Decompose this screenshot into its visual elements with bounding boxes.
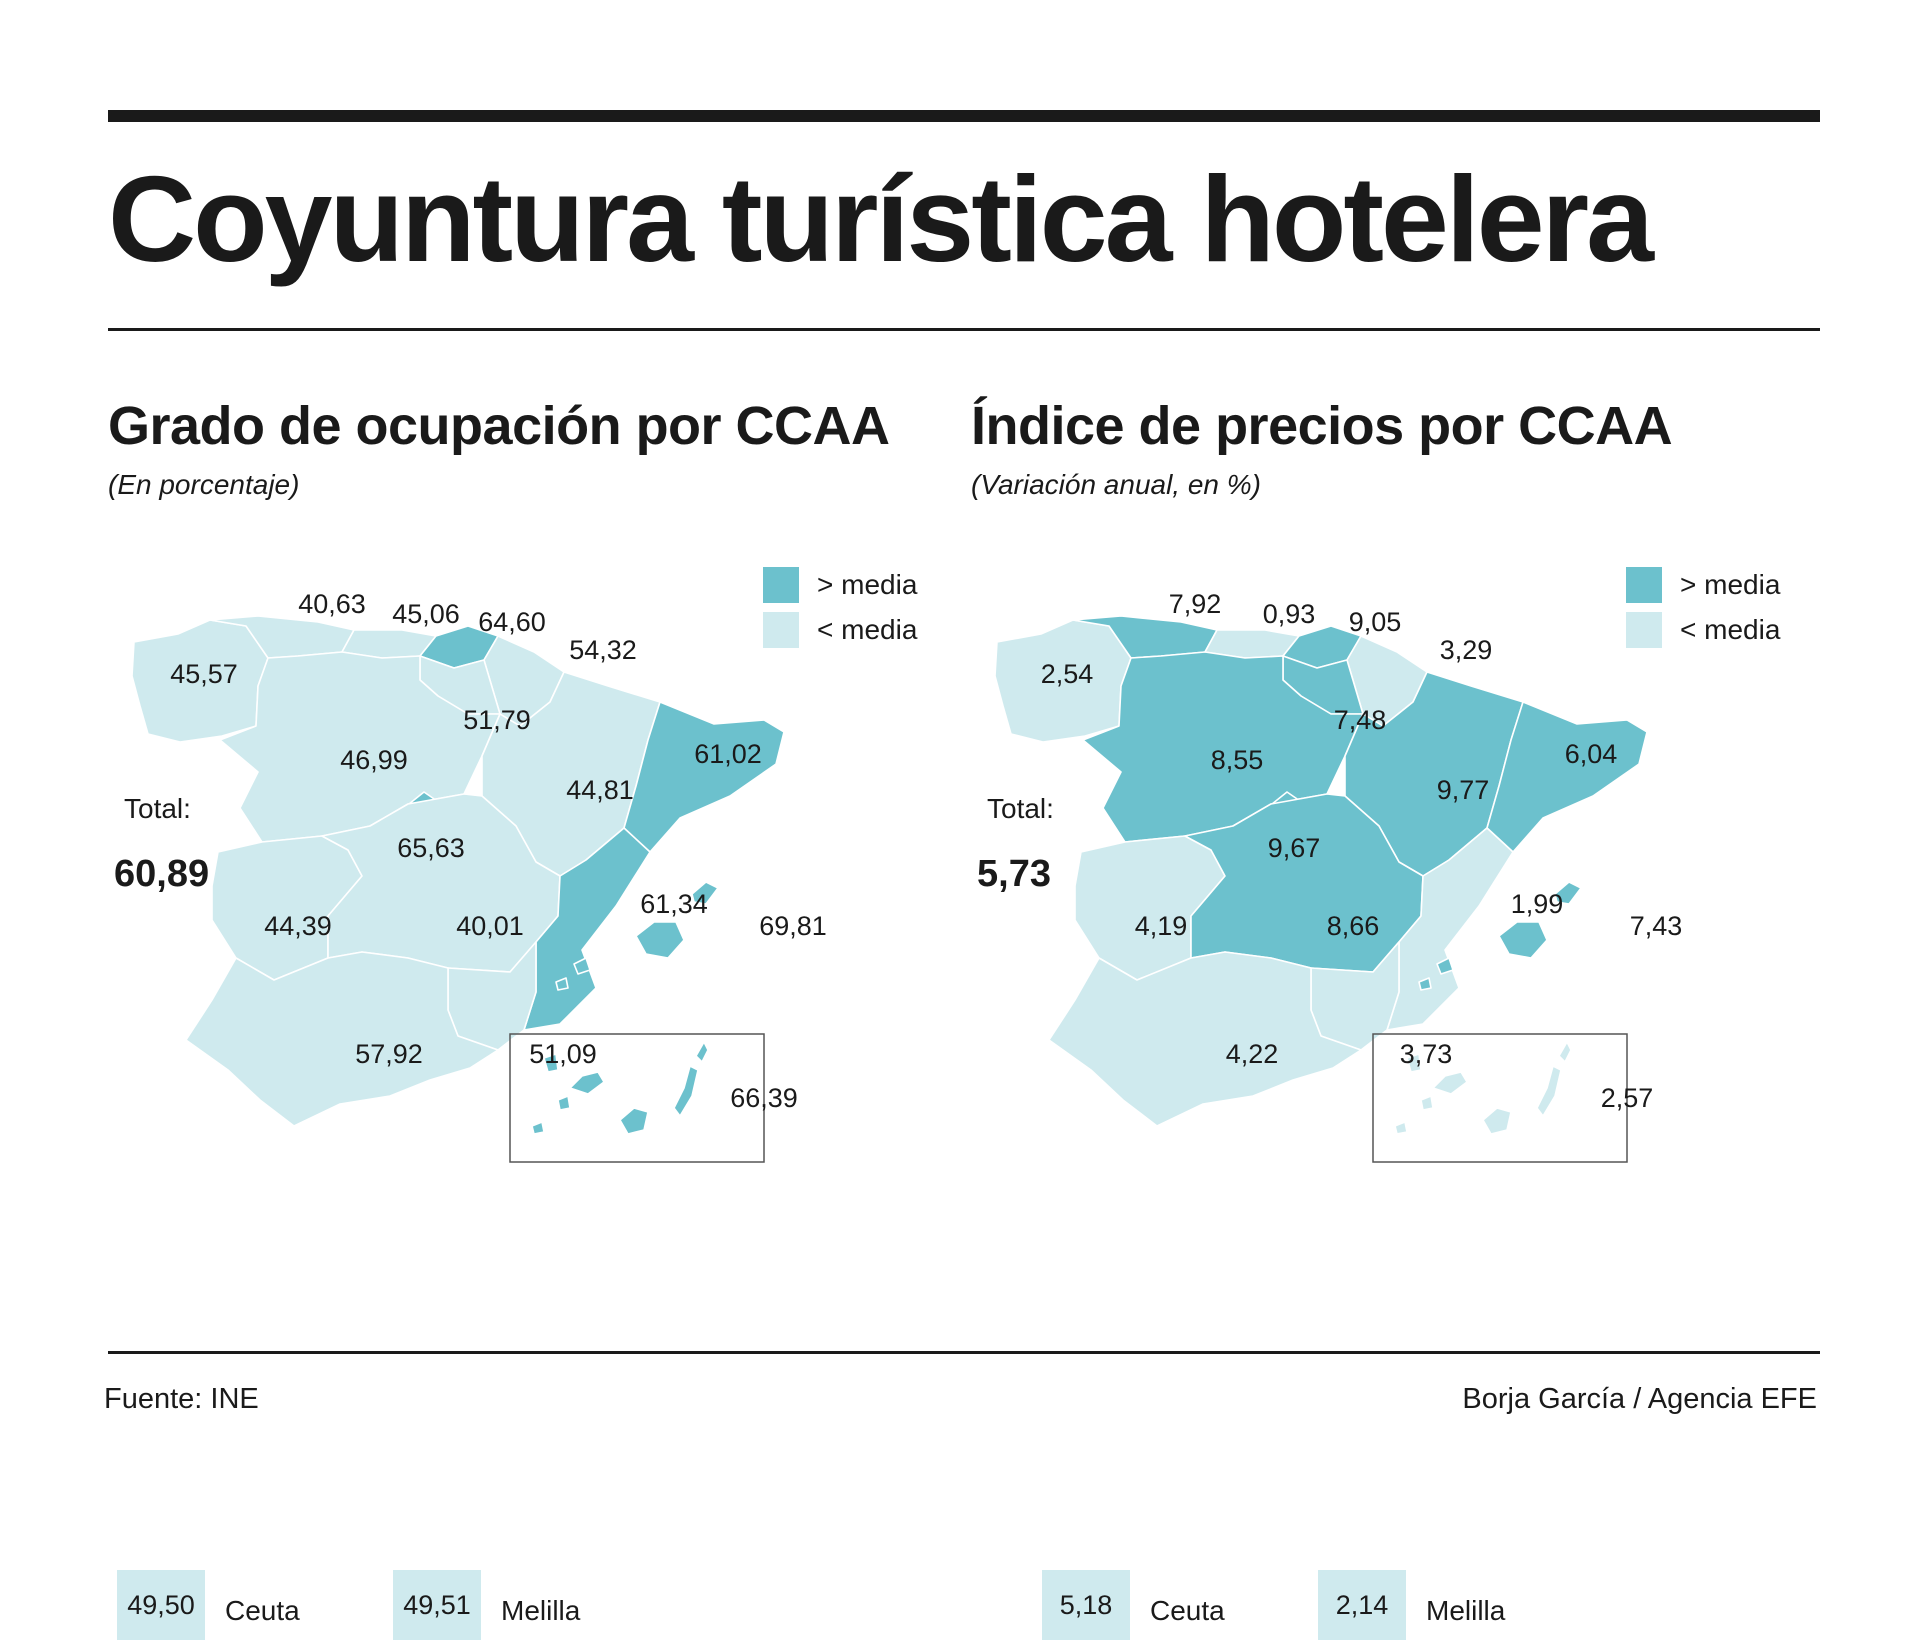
legend-above-average: > media [1626,567,1780,603]
value-c-valenciana: 61,34 [640,889,708,919]
price-index-map-panel: Índice de precios por CCAA (Variación an… [971,395,1871,1640]
ceuta-block: 5,18 Ceuta [1042,1570,1225,1640]
region-baleares [1418,881,1582,991]
value-baleares: 7,43 [1630,911,1683,941]
panel-title: Índice de precios por CCAA [971,396,1673,456]
value-madrid: 9,67 [1268,833,1321,863]
source-note: Fuente: INE [104,1383,259,1415]
value-asturias: 40,63 [298,589,366,619]
ceuta-label: Ceuta [1150,1595,1225,1626]
credit-note: Borja García / Agencia EFE [1462,1383,1817,1415]
ceuta-block: 49,50 Ceuta [117,1570,300,1640]
melilla-block: 2,14 Melilla [1318,1570,1505,1640]
region-andalucia [185,951,499,1127]
panel-subtitle: (En porcentaje) [108,469,300,500]
legend-label-below: < media [817,614,918,645]
value-c-valenciana: 1,99 [1511,889,1564,919]
ceuta-value-box: 5,18 [1042,1570,1130,1640]
value-castilla-leon: 46,99 [340,745,408,775]
value-extremadura: 44,39 [264,911,332,941]
occupancy-map-panel: Grado de ocupación por CCAA (En porcenta… [108,395,1008,1640]
melilla-value-box: 49,51 [393,1570,481,1640]
region-value-labels: 45,57 40,63 45,06 64,60 54,32 51,79 46,9… [170,589,827,1113]
value-asturias: 7,92 [1169,589,1222,619]
value-castilla-la-mancha: 40,01 [456,911,524,941]
spain-map: 2,54 7,92 0,93 9,05 3,29 7,48 8,55 9,77 … [994,589,1683,1163]
legend-swatch-above [763,567,799,603]
legend-above-average: > media [763,567,917,603]
value-andalucia: 4,22 [1226,1039,1279,1069]
region-cataluna [1486,701,1648,853]
legend-below-average: < media [763,612,917,648]
value-andalucia: 57,92 [355,1039,423,1069]
title-divider [108,328,1820,331]
legend-label-above: > media [817,569,918,600]
total-value: 5,73 [977,853,1051,895]
value-murcia: 3,73 [1400,1039,1453,1069]
top-rule [108,110,1820,122]
legend-swatch-below [763,612,799,648]
legend-swatch-below [1626,612,1662,648]
melilla-value-box: 2,14 [1318,1570,1406,1640]
legend-below-average: < media [1626,612,1780,648]
ceuta-value-box: 49,50 [117,1570,205,1640]
melilla-block: 49,51 Melilla [393,1570,580,1640]
melilla-label: Melilla [1426,1595,1506,1626]
value-baleares: 69,81 [759,911,827,941]
ceuta-label: Ceuta [225,1595,300,1626]
panel-subtitle: (Variación anual, en %) [971,469,1262,500]
value-castilla-la-mancha: 8,66 [1327,911,1380,941]
value-pais-vasco: 9,05 [1349,607,1402,637]
value-pais-vasco: 64,60 [478,607,546,637]
value-navarra: 3,29 [1440,635,1493,665]
legend-label-above: > media [1680,569,1781,600]
value-galicia: 2,54 [1041,659,1094,689]
total-value: 60,89 [114,853,210,895]
value-cataluna: 61,02 [694,739,762,769]
region-andalucia [1048,951,1362,1127]
value-aragon: 9,77 [1437,775,1490,805]
value-aragon: 44,81 [566,775,634,805]
value-castilla-leon: 8,55 [1211,745,1264,775]
legend-label-below: < media [1680,614,1781,645]
value-la-rioja: 7,48 [1334,705,1387,735]
value-galicia: 45,57 [170,659,238,689]
value-la-rioja: 51,79 [463,705,531,735]
value-cantabria: 45,06 [392,599,460,629]
value-murcia: 51,09 [529,1039,597,1069]
melilla-label: Melilla [501,1595,581,1626]
footer-divider [108,1351,1820,1354]
canarias-inset-frame [509,1033,765,1163]
value-canarias: 2,57 [1601,1083,1654,1113]
region-canarias [1394,1041,1572,1135]
value-navarra: 54,32 [569,635,637,665]
total-label: Total: [987,793,1054,824]
canarias-inset-frame [1372,1033,1628,1163]
region-cataluna [623,701,785,853]
legend-swatch-above [1626,567,1662,603]
value-extremadura: 4,19 [1135,911,1188,941]
spain-map: 45,57 40,63 45,06 64,60 54,32 51,79 46,9… [131,589,827,1163]
page-title: Coyuntura turística hotelera [108,151,1654,287]
value-madrid: 65,63 [397,833,465,863]
total-label: Total: [124,793,191,824]
region-canarias [531,1041,709,1135]
value-cantabria: 0,93 [1263,599,1316,629]
region-baleares [555,881,719,991]
value-canarias: 66,39 [730,1083,798,1113]
panel-title: Grado de ocupación por CCAA [108,396,890,456]
region-value-labels: 2,54 7,92 0,93 9,05 3,29 7,48 8,55 9,77 … [1041,589,1683,1113]
value-cataluna: 6,04 [1565,739,1618,769]
